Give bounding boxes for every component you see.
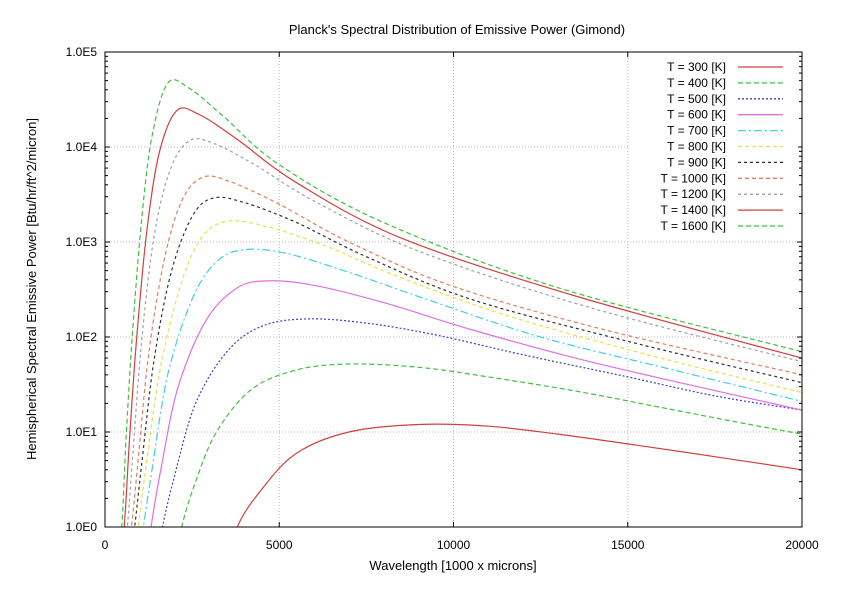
legend-label: T = 1400 [K]	[661, 203, 727, 217]
y-tick-label: 1.0E4	[66, 140, 98, 154]
x-tick-label: 20000	[785, 538, 819, 552]
y-tick-label: 1.0E0	[66, 520, 98, 534]
series-line-1	[236, 423, 802, 527]
grid-layer	[105, 52, 802, 527]
series-line-4	[150, 280, 802, 527]
series-line-11	[121, 79, 802, 527]
legend-label: T = 800 [K]	[667, 140, 726, 154]
y-axis-title: Hemispherical Spectral Emissive Power [B…	[24, 118, 39, 460]
series-line-9	[126, 138, 802, 527]
series-line-5	[142, 248, 802, 527]
y-tick-label: 1.0E2	[66, 330, 98, 344]
legend-label: T = 1200 [K]	[661, 187, 727, 201]
y-tick-label: 1.0E3	[66, 235, 98, 249]
x-tick-label: 0	[102, 538, 109, 552]
legend: T = 300 [K] T = 400 [K] T = 500 [K] T = 600…	[630, 56, 798, 234]
legend-background	[630, 56, 798, 234]
x-tick-label: 15000	[611, 538, 645, 552]
legend-label: T = 1600 [K]	[661, 219, 727, 233]
legend-label: T = 400 [K]	[667, 76, 726, 90]
ticks-layer: 0 5000 10000 15000 20000 1.0E0 1.0E1 1.0E2 1.0E3…	[66, 45, 819, 552]
y-tick-label: 1.0E5	[66, 45, 98, 59]
series-line-10	[123, 107, 802, 527]
legend-label: T = 1000 [K]	[661, 171, 727, 185]
legend-label: T = 500 [K]	[667, 92, 726, 106]
chart-title: Planck's Spectral Distribution of Emissi…	[289, 22, 625, 37]
series-layer	[121, 79, 802, 527]
series-line-3	[161, 318, 802, 527]
legend-label: T = 600 [K]	[667, 108, 726, 122]
legend-label: T = 300 [K]	[667, 60, 726, 74]
series-line-7	[133, 196, 802, 527]
legend-label: T = 700 [K]	[667, 124, 726, 138]
x-tick-label: 5000	[266, 538, 293, 552]
x-axis-title: Wavelength [1000 x microns]	[369, 558, 536, 573]
y-tick-label: 1.0E1	[66, 425, 98, 439]
series-line-2	[181, 363, 802, 527]
legend-label: T = 900 [K]	[667, 155, 726, 169]
x-tick-label: 10000	[437, 538, 471, 552]
series-line-8	[130, 175, 802, 527]
